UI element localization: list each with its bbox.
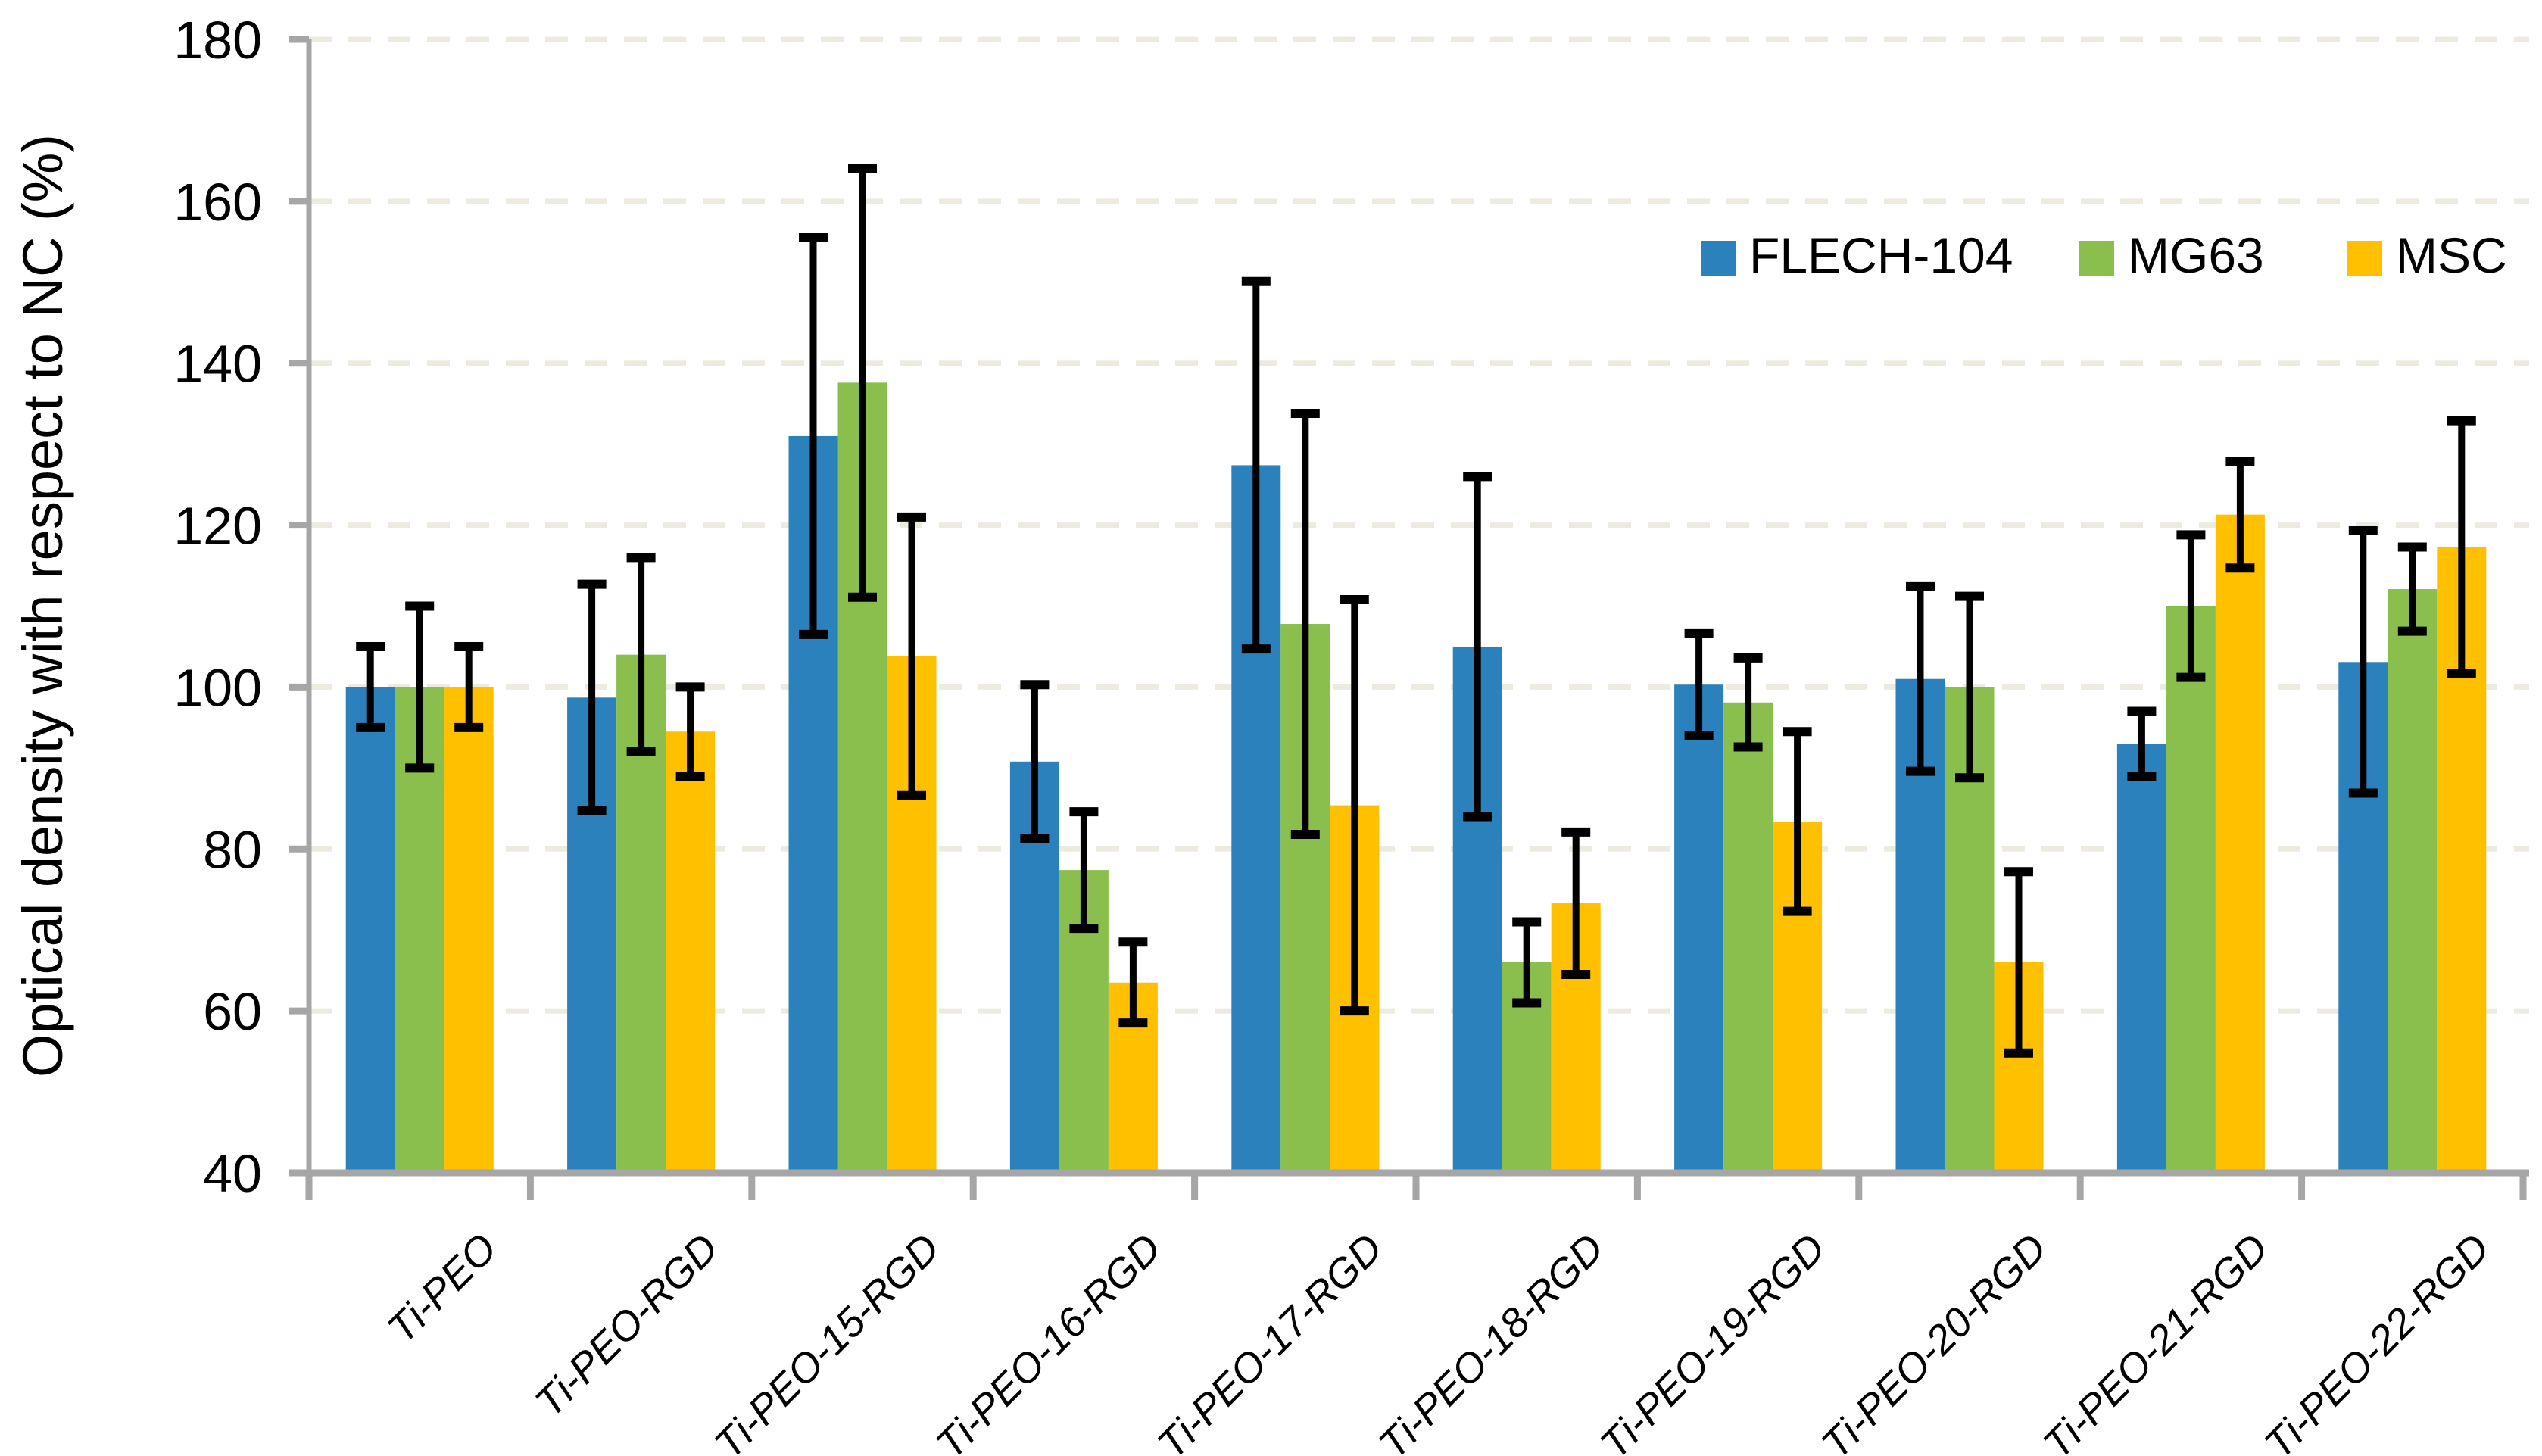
legend-swatch-FLECH-104: [1701, 241, 1736, 276]
x-category-label-Ti-PEO-20-RGD: Ti-PEO-20-RGD: [1813, 1225, 2055, 1456]
bar-MG63-Ti-PEO-22-RGD: [2388, 589, 2438, 1173]
legend: FLECH-104 MG63 MSC: [1701, 227, 2507, 283]
x-category-label-Ti-PEO-16-RGD: Ti-PEO-16-RGD: [928, 1225, 1170, 1456]
y-tick-label-100: 100: [173, 658, 262, 717]
y-tick-label-140: 140: [173, 335, 262, 394]
y-axis-title: Optical density with respect to NC (%): [11, 134, 74, 1077]
legend-item-MG63: MG63: [2079, 227, 2264, 283]
x-category-label-Ti-PEO-18-RGD: Ti-PEO-18-RGD: [1371, 1225, 1613, 1456]
legend-item-MSC: MSC: [2347, 227, 2507, 283]
x-category-label-Ti-PEO-17-RGD: Ti-PEO-17-RGD: [1149, 1225, 1391, 1456]
bar-MSC-Ti-PEO: [444, 687, 494, 1173]
bar-MSC-Ti-PEO-21-RGD: [2215, 514, 2265, 1173]
x-category-label-Ti-PEO-19-RGD: Ti-PEO-19-RGD: [1592, 1225, 1834, 1456]
legend-swatch-MG63: [2079, 241, 2114, 276]
legend-label-FLECH-104: FLECH-104: [1749, 227, 2013, 283]
legend-swatch-MSC: [2347, 241, 2382, 276]
y-tick-label-120: 120: [173, 497, 262, 556]
y-tick-label-60: 60: [203, 982, 262, 1041]
y-tick-label-80: 80: [203, 820, 262, 879]
x-category-label-Ti-PEO-22-RGD: Ti-PEO-22-RGD: [2256, 1225, 2498, 1456]
bar-FLECH-104-Ti-PEO-21-RGD: [2116, 744, 2166, 1173]
bar-MG63-Ti-PEO-21-RGD: [2166, 606, 2216, 1173]
bar-FLECH-104-Ti-PEO: [345, 687, 395, 1173]
bar-FLECH-104-Ti-PEO-19-RGD: [1674, 684, 1724, 1173]
x-category-label-Ti-PEO-21-RGD: Ti-PEO-21-RGD: [2035, 1225, 2277, 1456]
error-bars-layer: [356, 164, 2476, 1058]
y-tick-label-160: 160: [173, 173, 262, 232]
bar-MG63-Ti-PEO-19-RGD: [1723, 702, 1773, 1173]
x-category-label-Ti-PEO-RGD: Ti-PEO-RGD: [526, 1225, 727, 1426]
x-category-label-Ti-PEO-15-RGD: Ti-PEO-15-RGD: [706, 1225, 948, 1456]
bar-MSC-Ti-PEO-RGD: [666, 731, 716, 1173]
bars-layer: [345, 382, 2487, 1173]
legend-label-MG63: MG63: [2128, 227, 2264, 283]
y-tick-label-40: 40: [203, 1144, 262, 1203]
axes-layer: [289, 36, 2529, 1200]
legend-label-MSC: MSC: [2396, 227, 2507, 283]
y-tick-label-180: 180: [173, 11, 262, 70]
legend-item-FLECH-104: FLECH-104: [1701, 227, 2013, 283]
x-category-label-Ti-PEO: Ti-PEO: [379, 1225, 505, 1352]
